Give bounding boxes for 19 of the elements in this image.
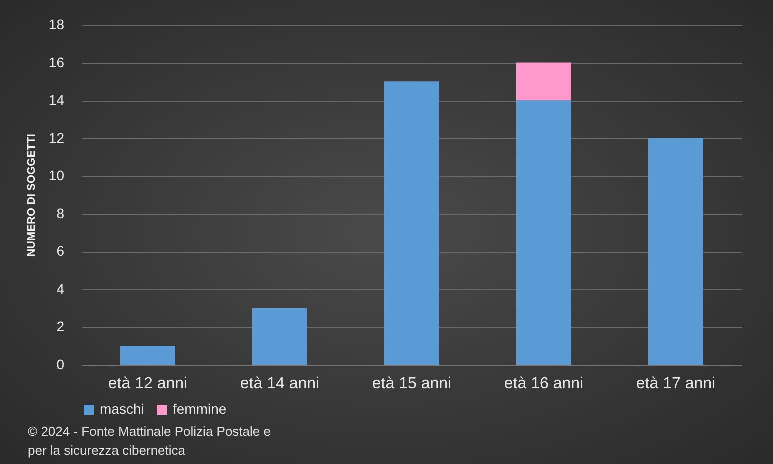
y-tick-label: 12 [48, 130, 65, 146]
legend-label: femmine [173, 401, 227, 417]
y-tick-label: 8 [56, 205, 65, 222]
y-tick-label: 14 [48, 92, 65, 108]
y-axis-title: NUMERO DI SOGGETTI [26, 134, 38, 257]
y-tick-label: 2 [56, 318, 65, 335]
text: © 2024 - Fonte Mattinale Polizia Postale e per la sicurezza cibernetica [28, 423, 272, 460]
x-tick-label: età 16 anni [504, 376, 584, 392]
y-tick-label: 6 [56, 243, 65, 260]
y-tick-label: 0 [56, 356, 65, 372]
legend-label: maschi [100, 401, 144, 417]
x-tick-label: età 15 anni [372, 376, 452, 392]
y-tick-label: 10 [48, 168, 65, 184]
y-tick-label: 16 [48, 54, 65, 70]
y-tick-label: 4 [56, 280, 65, 297]
x-tick-label: età 12 anni [108, 376, 188, 392]
x-tick-label: età 14 anni [240, 376, 320, 392]
x-tick-label: età 17 anni [636, 376, 716, 392]
y-tick-label: 18 [48, 16, 65, 32]
